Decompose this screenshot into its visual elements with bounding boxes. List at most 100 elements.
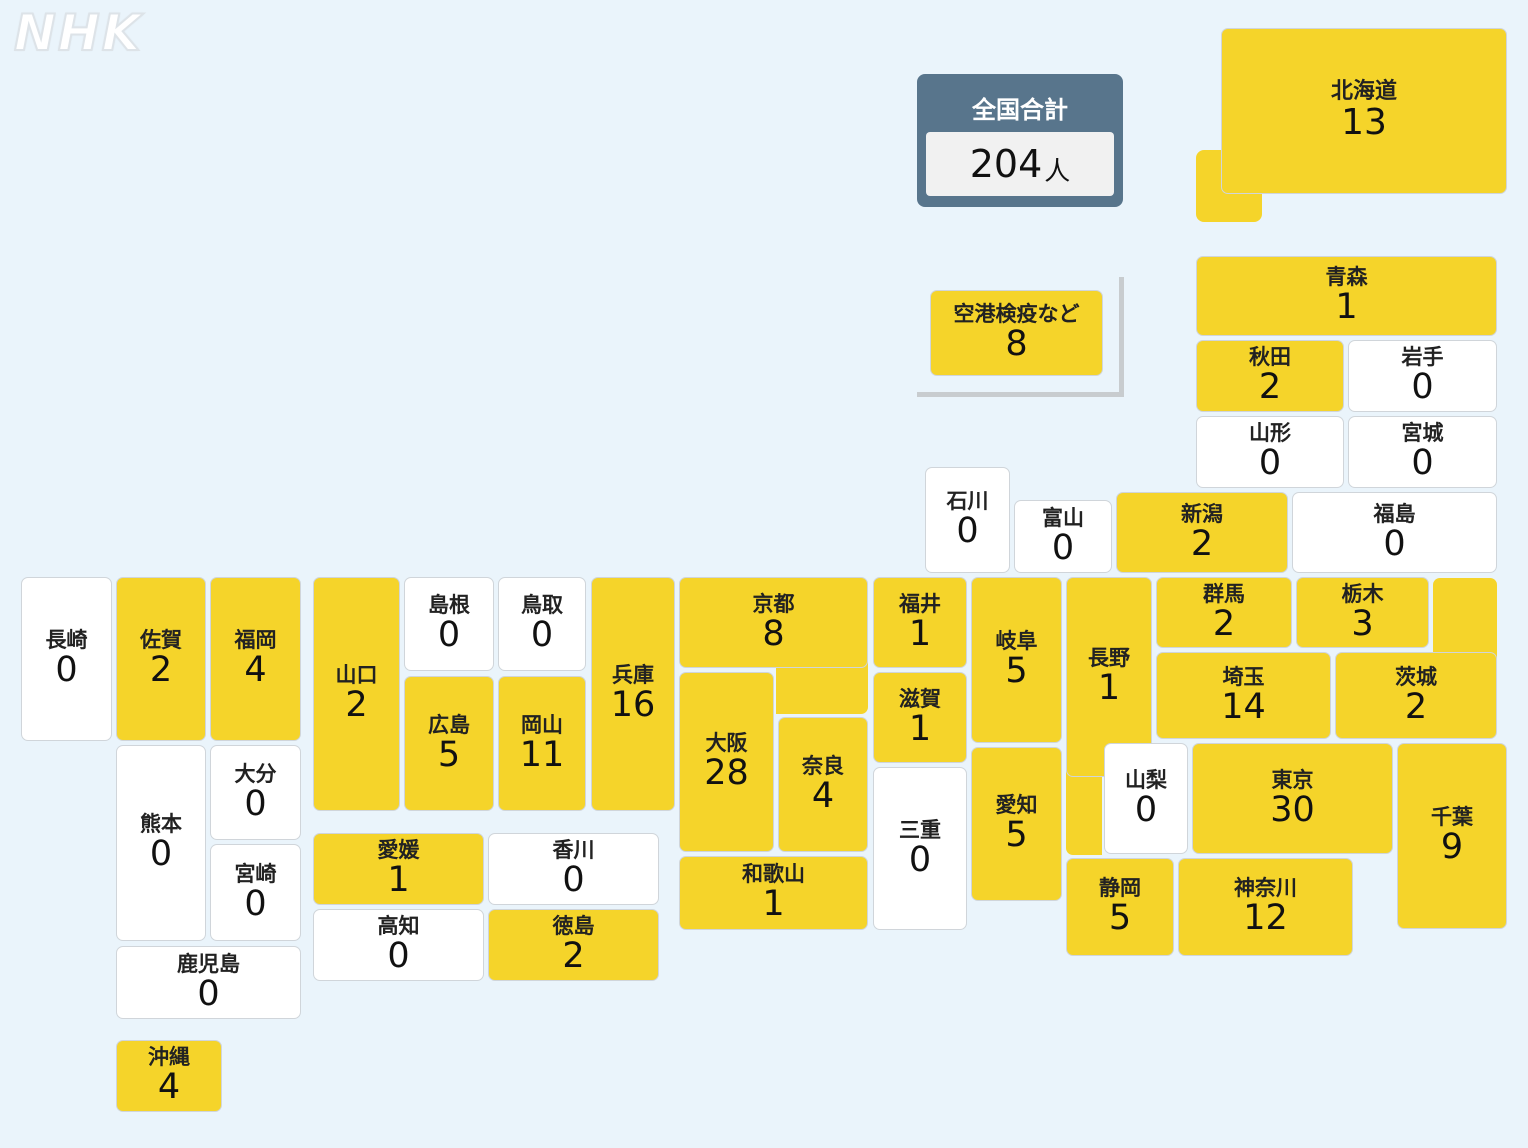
prefecture-count: 0 <box>1134 789 1158 830</box>
prefecture-name: 岐阜 <box>995 629 1038 653</box>
prefecture-count: 5 <box>1005 651 1028 691</box>
prefecture-ibaraki[interactable]: 茨城 2 <box>1335 652 1497 739</box>
prefecture-kochi[interactable]: 高知 0 <box>313 909 484 981</box>
prefecture-okinawa[interactable]: 沖縄 4 <box>116 1040 222 1112</box>
prefecture-name: 山梨 <box>1125 767 1167 792</box>
prefecture-count: 12 <box>1243 898 1288 938</box>
prefecture-name: 福島 <box>1373 501 1416 526</box>
prefecture-name: 千葉 <box>1431 805 1473 829</box>
national-total-value: 204 <box>969 142 1043 186</box>
national-total-unit: 人 <box>1044 156 1071 187</box>
prefecture-count: 0 <box>530 615 554 655</box>
prefecture-count: 2 <box>345 685 368 725</box>
prefecture-name: 三重 <box>899 817 941 842</box>
prefecture-toyama[interactable]: 富山 0 <box>1014 500 1112 573</box>
prefecture-count: 0 <box>908 839 932 880</box>
prefecture-count: 2 <box>1258 367 1282 407</box>
prefecture-name: 秋田 <box>1249 345 1291 369</box>
prefecture-name: 富山 <box>1042 505 1084 530</box>
prefecture-count: 2 <box>1212 603 1236 644</box>
prefecture-count: 5 <box>437 734 461 775</box>
prefecture-tochigi[interactable]: 栃木 3 <box>1296 577 1429 648</box>
prefecture-name: 宮崎 <box>234 861 277 886</box>
prefecture-kyoto[interactable]: 京都 8 <box>679 577 868 668</box>
prefecture-count: 28 <box>704 753 749 793</box>
prefecture-kagawa[interactable]: 香川 0 <box>488 833 659 905</box>
prefecture-oita[interactable]: 大分 0 <box>210 745 301 840</box>
prefecture-tokyo[interactable]: 東京 30 <box>1192 743 1393 854</box>
prefecture-hokkaido[interactable]: 北海道 13 <box>1221 28 1507 194</box>
prefecture-fukuoka[interactable]: 福岡 4 <box>210 577 301 741</box>
prefecture-niigata[interactable]: 新潟 2 <box>1116 492 1288 573</box>
prefecture-okayama[interactable]: 岡山 11 <box>498 676 586 811</box>
prefecture-count: 1 <box>1097 668 1121 708</box>
prefecture-yamanashi[interactable]: 山梨 0 <box>1104 743 1188 854</box>
prefecture-name: 岡山 <box>521 712 563 737</box>
prefecture-name: 群馬 <box>1203 581 1245 606</box>
prefecture-ehime[interactable]: 愛媛 1 <box>313 833 484 905</box>
prefecture-shimane[interactable]: 島根 0 <box>404 577 494 671</box>
prefecture-count: 0 <box>244 883 267 924</box>
prefecture-name: 石川 <box>946 489 989 513</box>
prefecture-count: 0 <box>1411 367 1434 407</box>
prefecture-wakayama[interactable]: 和歌山 1 <box>679 856 868 930</box>
prefecture-aomori[interactable]: 青森 1 <box>1196 256 1497 336</box>
prefecture-mie[interactable]: 三重 0 <box>873 767 967 930</box>
prefecture-kumamoto[interactable]: 熊本 0 <box>116 745 206 941</box>
prefecture-yamagata[interactable]: 山形 0 <box>1196 416 1344 488</box>
prefecture-name: 長崎 <box>45 628 88 652</box>
prefecture-kagoshima[interactable]: 鹿児島 0 <box>116 946 301 1019</box>
prefecture-name: 和歌山 <box>742 862 805 886</box>
prefecture-name: 岩手 <box>1401 345 1444 369</box>
prefecture-fukushima[interactable]: 福島 0 <box>1292 492 1497 573</box>
prefecture-akita[interactable]: 秋田 2 <box>1196 340 1344 412</box>
prefecture-name: 島根 <box>428 593 470 617</box>
kyoto-extension <box>776 660 868 714</box>
prefecture-name: 奈良 <box>802 753 844 778</box>
prefecture-nara[interactable]: 奈良 4 <box>778 717 868 852</box>
prefecture-shizuoka[interactable]: 静岡 5 <box>1066 858 1174 956</box>
prefecture-count: 0 <box>1051 527 1075 568</box>
airport-quarantine[interactable]: 空港検疫など 8 <box>930 290 1103 376</box>
prefecture-name: 愛知 <box>995 793 1038 817</box>
prefecture-shiga[interactable]: 滋賀 1 <box>873 672 967 763</box>
prefecture-name: 高知 <box>377 914 420 938</box>
prefecture-name: 新潟 <box>1181 501 1223 526</box>
prefecture-miyazaki[interactable]: 宮崎 0 <box>210 844 301 941</box>
prefecture-gunma[interactable]: 群馬 2 <box>1156 577 1292 648</box>
prefecture-count: 2 <box>149 650 173 690</box>
prefecture-tokushima[interactable]: 徳島 2 <box>488 909 659 981</box>
prefecture-iwate[interactable]: 岩手 0 <box>1348 340 1497 412</box>
prefecture-gifu[interactable]: 岐阜 5 <box>971 577 1062 743</box>
prefecture-tottori[interactable]: 鳥取 0 <box>498 577 586 671</box>
prefecture-count: 0 <box>149 834 173 874</box>
prefecture-hiroshima[interactable]: 広島 5 <box>404 676 494 811</box>
prefecture-chiba[interactable]: 千葉 9 <box>1397 743 1507 929</box>
prefecture-count: 8 <box>762 613 785 654</box>
prefecture-count: 0 <box>55 650 78 690</box>
prefecture-count: 0 <box>437 615 461 655</box>
prefecture-name: 福岡 <box>234 628 277 652</box>
prefecture-count: 3 <box>1351 603 1374 644</box>
prefecture-name: 栃木 <box>1341 581 1384 606</box>
prefecture-osaka[interactable]: 大阪 28 <box>679 672 774 852</box>
prefecture-count: 0 <box>197 973 220 1014</box>
prefecture-hyogo[interactable]: 兵庫 16 <box>591 577 675 811</box>
prefecture-kanagawa[interactable]: 神奈川 12 <box>1178 858 1353 956</box>
prefecture-name: 滋賀 <box>899 686 941 711</box>
prefecture-count: 9 <box>1440 827 1464 867</box>
prefecture-name: 沖縄 <box>148 1045 190 1069</box>
prefecture-saitama[interactable]: 埼玉 14 <box>1156 652 1331 739</box>
prefecture-count: 0 <box>562 860 585 900</box>
prefecture-yamaguchi[interactable]: 山口 2 <box>313 577 400 811</box>
prefecture-name: 茨城 <box>1395 664 1437 689</box>
prefecture-name: 福井 <box>899 591 941 616</box>
prefecture-aichi[interactable]: 愛知 5 <box>971 747 1062 901</box>
prefecture-nagasaki[interactable]: 長崎 0 <box>21 577 112 741</box>
prefecture-miyagi[interactable]: 宮城 0 <box>1348 416 1497 488</box>
prefecture-fukui[interactable]: 福井 1 <box>873 577 967 668</box>
prefecture-saga[interactable]: 佐賀 2 <box>116 577 206 741</box>
prefecture-name: 静岡 <box>1099 876 1141 900</box>
prefecture-count: 2 <box>562 936 585 976</box>
prefecture-ishikawa[interactable]: 石川 0 <box>925 467 1010 573</box>
